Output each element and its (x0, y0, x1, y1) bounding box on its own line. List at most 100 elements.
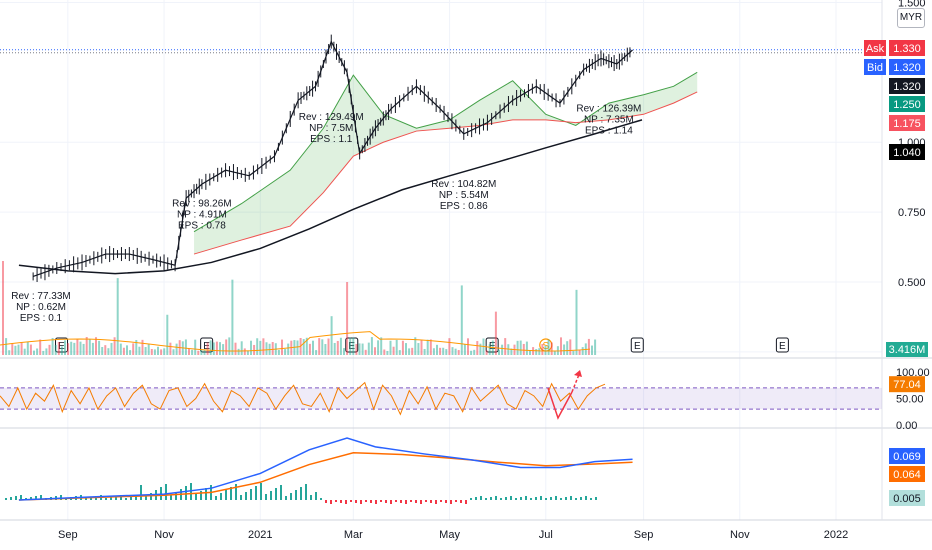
volume-bar (296, 340, 299, 355)
volume-bar (82, 343, 85, 355)
macd-histogram-bar (355, 500, 357, 503)
volume-bar (510, 348, 513, 355)
macd-histogram-bar (245, 492, 247, 500)
macd-histogram-bar (465, 500, 467, 504)
event-marker[interactable]: E (345, 337, 359, 353)
volume-bar (194, 339, 197, 355)
event-marker[interactable]: E (630, 337, 644, 353)
volume-bar (11, 343, 14, 355)
volume-bar (237, 348, 240, 355)
macd-histogram-bar (30, 497, 32, 500)
macd-badge-value: 0.005 (893, 493, 921, 505)
volume-bar (361, 343, 364, 355)
macd-histogram-bar (430, 500, 432, 503)
rsi-value-badge: 77.04 (889, 376, 925, 393)
volume-bar (355, 343, 358, 355)
earnings-annotation-line: Rev : 129.49M (299, 112, 364, 123)
volume-bar (95, 337, 97, 355)
volume-bar (197, 350, 200, 355)
earnings-annotation-line: NP : 4.91M (177, 210, 227, 221)
macd-histogram-bar (505, 497, 507, 500)
volume-bar (144, 347, 147, 355)
currency-button[interactable]: MYR (897, 8, 925, 28)
volume-bar (352, 337, 355, 355)
macd-histogram-bar (260, 483, 262, 500)
volume-bar (138, 346, 141, 355)
earnings-annotation-line: EPS : 1.1 (310, 134, 353, 145)
macd-histogram-bar (310, 495, 312, 500)
rsi-annotation-arrow (547, 387, 573, 420)
volume-bar (563, 344, 566, 355)
volume-bar (76, 338, 79, 355)
volume-badge-bg (886, 342, 928, 357)
macd-histogram-bar (500, 498, 502, 500)
earnings-marker-icon (345, 337, 359, 353)
volume-bar (336, 340, 339, 355)
volume-bar (135, 340, 138, 355)
macd-histogram-bar (215, 496, 217, 500)
volume-bar (305, 337, 308, 355)
volume-bar (525, 341, 528, 355)
cloud-lower-line (193, 91, 698, 255)
volume-bar (110, 342, 113, 355)
volume-bar (26, 341, 29, 355)
volume-bar (578, 349, 581, 355)
volume-bar (541, 343, 544, 355)
volume-bar (231, 279, 234, 355)
volume-bar (240, 341, 243, 355)
volume-bar (234, 342, 237, 355)
macd-histogram-bar (225, 490, 227, 500)
macd-histogram-bar (530, 498, 532, 500)
event-marker[interactable]: E (775, 337, 789, 353)
volume-bar (271, 342, 274, 355)
macd-histogram-bar (285, 496, 287, 500)
time-tick-label: Sep (634, 529, 654, 541)
volume-bar (119, 343, 122, 355)
price-badge: 1.250 (889, 96, 925, 112)
volume-bar (60, 346, 63, 355)
volume-bar (175, 343, 178, 355)
event-marker-label: E (779, 341, 786, 352)
volume-bar (501, 344, 504, 355)
time-tick-label: Mar (344, 529, 363, 541)
macd-histogram-bar (220, 493, 222, 500)
price-badge: 1.320 (889, 78, 925, 94)
volume-bar (339, 337, 342, 355)
cloud-fill (194, 72, 698, 255)
rsi-badge-bg (889, 376, 925, 393)
macd-histogram-bar (395, 500, 397, 502)
volume-bar (51, 338, 54, 355)
macd-histogram-bar (190, 483, 192, 500)
macd-histogram-bar (280, 485, 282, 500)
macd-histogram-bar (115, 496, 117, 500)
volume-bar (42, 350, 45, 355)
earnings-annotation-line: NP : 7.5M (309, 123, 353, 134)
macd-badge-bg (889, 466, 925, 482)
volume-bar (57, 341, 60, 355)
macd-histogram-bar (515, 498, 517, 500)
price-badge-bg (889, 115, 925, 131)
volume-bar (504, 338, 507, 355)
volume-bar (538, 348, 541, 355)
macd-histogram-bar (475, 497, 477, 500)
price-badge-bg (889, 96, 925, 112)
volume-bar (377, 340, 380, 355)
macd-panel (5, 437, 633, 504)
volume-ma-line (0, 331, 591, 352)
volume-bar (358, 343, 361, 355)
volume-bar (169, 342, 172, 355)
volume-bar (364, 349, 367, 355)
macd-histogram-bar (175, 492, 177, 500)
macd-histogram-bar (365, 500, 367, 502)
earnings-annotation-line: Rev : 104.82M (431, 179, 496, 190)
macd-histogram-bar (140, 485, 142, 500)
volume-bar (225, 339, 228, 355)
time-tick-label: Nov (154, 529, 174, 541)
macd-histogram-bar (495, 496, 497, 500)
macd-badge-value: 0.064 (893, 469, 921, 481)
macd-histogram-bar (240, 495, 242, 500)
volume-bar (423, 348, 426, 355)
